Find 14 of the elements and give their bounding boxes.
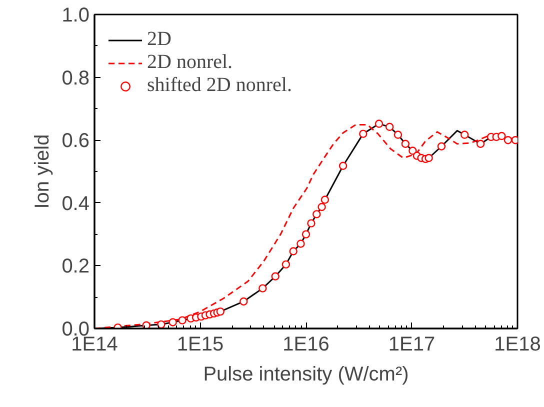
x-tick-label: 1E15: [176, 334, 224, 356]
y-tick-label: 1.0: [62, 4, 90, 26]
x-tick-label: 1E17: [388, 334, 436, 356]
y-tick-label: 0.2: [62, 256, 90, 278]
y-tick-label: 0.8: [62, 67, 90, 90]
legend-label: 2D nonrel.: [147, 51, 233, 74]
y-axis-title: Ion yield: [32, 134, 54, 209]
legend-label: 2D: [147, 28, 172, 51]
x-axis-title: Pulse intensity (W/cm²): [203, 364, 409, 386]
y-tick-label: 0.6: [62, 130, 90, 152]
y-tick-label: 0.4: [62, 192, 90, 215]
x-tick-label: 1E18: [494, 334, 541, 356]
legend-label: shifted 2D nonrel.: [147, 74, 292, 97]
x-tick-label: 1E16: [282, 334, 330, 356]
